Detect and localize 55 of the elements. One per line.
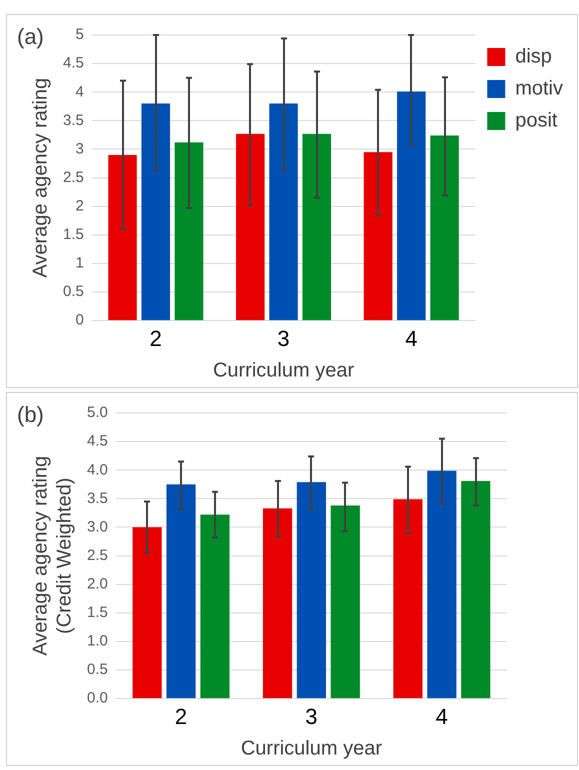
bar <box>174 142 204 320</box>
x-tick-label: 3 <box>277 326 290 351</box>
y-tick-label: 3 <box>76 140 84 158</box>
bar <box>364 152 392 320</box>
text: (a) <box>17 24 44 50</box>
bar <box>461 480 490 698</box>
bar <box>166 484 196 698</box>
x-tick-label: 2 <box>174 704 188 729</box>
x-tick-label: 4 <box>405 326 418 351</box>
y-tick-label: 3.0 <box>86 518 108 536</box>
x-tick-label: 3 <box>305 704 318 729</box>
y-tick-label: 4.5 <box>62 54 84 72</box>
bar <box>430 136 459 320</box>
y-tick-label: 2.5 <box>86 546 108 564</box>
legend-label: posit <box>515 110 558 132</box>
bar <box>141 104 170 320</box>
x-tick-label: 4 <box>436 704 448 729</box>
bar <box>427 470 456 698</box>
x-axis-title: Curriculum year <box>240 738 382 760</box>
y-tick-label: 1.5 <box>86 604 108 622</box>
y-tick-label: 0.5 <box>62 283 84 300</box>
bar <box>132 527 162 698</box>
bar <box>200 514 230 698</box>
y-tick-label: 4.5 <box>86 432 108 450</box>
y-tick-label: 5.0 <box>86 404 108 422</box>
bar <box>262 508 292 698</box>
bar <box>397 92 426 320</box>
bar <box>108 154 137 320</box>
bar <box>236 134 265 320</box>
y-tick-label: 0.0 <box>86 690 108 707</box>
bar <box>269 104 298 320</box>
bar <box>296 482 326 698</box>
text: (b) <box>17 402 44 428</box>
y-tick-label: 0 <box>76 312 84 329</box>
y-axis-title: Average agency rating <box>30 78 52 278</box>
bar <box>302 134 332 320</box>
y-tick-label: 1.0 <box>86 632 108 650</box>
y-tick-label: 0.5 <box>86 661 108 678</box>
legend-label: disp <box>515 46 552 68</box>
y-tick-label: 1.5 <box>62 226 84 244</box>
y-tick-label: 2.0 <box>86 576 108 592</box>
x-tick-label: 2 <box>150 326 162 351</box>
y-axis-title: Average agency rating (Credit Weighted) <box>30 456 76 656</box>
y-tick-label: 2 <box>76 198 84 214</box>
y-tick-label: 2.5 <box>62 168 84 186</box>
y-tick-label: 4 <box>76 83 84 100</box>
x-axis-title: Curriculum year <box>212 360 354 382</box>
y-tick-label: 3.5 <box>62 112 84 129</box>
y-tick-label: 4.0 <box>86 461 108 478</box>
legend-label: motiv <box>515 78 564 100</box>
bar <box>330 506 360 698</box>
y-tick-label: 5 <box>76 26 84 44</box>
bar <box>393 499 422 698</box>
y-tick-label: 3.5 <box>86 490 108 507</box>
y-tick-label: 1 <box>76 254 84 272</box>
